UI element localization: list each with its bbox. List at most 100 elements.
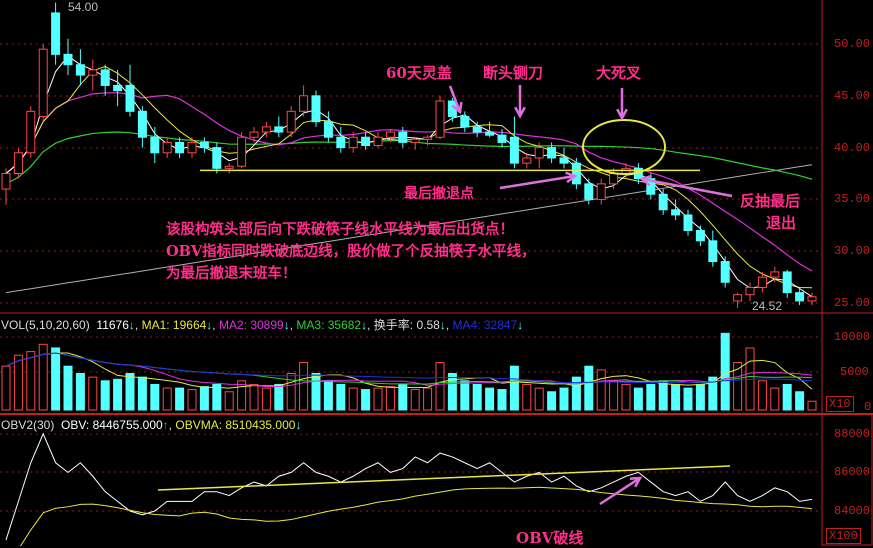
candle-down xyxy=(671,209,681,216)
ma20-line xyxy=(5,92,813,272)
volume-bar xyxy=(113,378,123,411)
volume-bar xyxy=(757,380,767,411)
volume-bar xyxy=(708,376,718,411)
obvma-value: OBVMA: 8510435.000 xyxy=(175,418,296,432)
sep: , xyxy=(367,318,371,332)
volume-bar xyxy=(88,376,98,411)
candle-up xyxy=(162,141,172,154)
volume-bar xyxy=(534,387,544,411)
candle-up xyxy=(733,294,743,302)
annotation-head-cover: 60天灵盖 xyxy=(386,64,452,82)
volume-bar xyxy=(373,387,383,411)
obv-tick: 84000 xyxy=(834,504,871,518)
candle-down xyxy=(274,126,284,133)
candle-down xyxy=(398,131,408,143)
volume-bar xyxy=(733,362,743,411)
candle-down xyxy=(137,110,147,138)
annotation-rebound-1: 反抽最后 xyxy=(740,192,801,210)
annotation-rebound-2: 退出 xyxy=(766,214,797,232)
volume-bar xyxy=(237,380,247,411)
volume-bar xyxy=(323,380,333,411)
candle-down xyxy=(460,116,470,128)
candle-down xyxy=(720,261,730,283)
volume-bar xyxy=(336,383,346,411)
candle-up xyxy=(596,183,606,200)
candle-up xyxy=(522,157,532,164)
candle-up xyxy=(534,147,544,159)
volume-bar xyxy=(509,365,519,411)
candle-up xyxy=(13,152,23,174)
annotation-paragraph-3: 为最后撤退末班车！ xyxy=(166,265,297,282)
obv-tick: 88000 xyxy=(834,427,871,441)
volume-header: VOL(5,10,20,60) 11676↓, MA1: 19664↓, MA2… xyxy=(1,316,523,333)
arrow-line xyxy=(641,177,733,198)
volume-bar xyxy=(596,369,606,411)
high-label: 54.00 xyxy=(68,0,99,14)
obv-value: OBV: 8446755.000 xyxy=(61,418,163,432)
candle-up xyxy=(187,141,197,154)
sep: , xyxy=(134,318,139,332)
vol-ma4: MA4: 32847 xyxy=(452,318,518,332)
annotation-paragraph-2: OBV指标同时跌破底边线，股价做了个反抽筷子水平线， xyxy=(166,243,536,260)
ma5-line xyxy=(5,55,813,298)
candle-up xyxy=(299,95,309,112)
candle-down xyxy=(311,95,321,123)
volume-bar xyxy=(547,391,557,411)
candle-up xyxy=(1,173,11,190)
candle-up xyxy=(807,296,817,302)
arrow-head-icon xyxy=(639,174,652,187)
annotation-guillotine: 断头铡刀 xyxy=(483,64,544,82)
volume-bar xyxy=(162,387,172,411)
volume-bar xyxy=(683,387,693,411)
candle-down xyxy=(547,147,557,159)
vol-ma1: MA1: 19664 xyxy=(141,318,207,332)
candle-down xyxy=(497,134,507,143)
candle-down xyxy=(361,136,371,147)
vol-ma1-line xyxy=(5,352,813,390)
volume-bar xyxy=(212,383,222,411)
candle-down xyxy=(212,147,222,169)
volume-bar xyxy=(398,383,408,411)
candle-down xyxy=(150,136,160,154)
volume-bar xyxy=(646,383,656,411)
volume-bar xyxy=(51,347,61,411)
volume-bar xyxy=(720,332,730,411)
candle-down xyxy=(175,141,185,154)
arrow-head-icon xyxy=(565,171,578,184)
volume-bar xyxy=(224,391,234,411)
candle-up xyxy=(423,136,433,140)
candle-down xyxy=(509,136,519,164)
obv-name: OBV2(30) xyxy=(1,418,55,432)
candle-down xyxy=(472,126,482,133)
volume-unit: X10 xyxy=(826,396,854,412)
price-tick: 45.00 xyxy=(834,89,871,103)
volume-bar xyxy=(311,373,321,411)
down-arrow-icon: ↓ xyxy=(361,318,368,332)
down-arrow-icon: ↓ xyxy=(283,318,290,332)
candle-up xyxy=(373,136,383,147)
volume-bar xyxy=(187,389,197,411)
down-arrow-icon: ↓ xyxy=(439,318,446,332)
volume-bar xyxy=(671,383,681,411)
volume-bar xyxy=(249,383,259,411)
volume-bar xyxy=(150,383,160,411)
volume-bar xyxy=(410,389,420,411)
volume-bar xyxy=(361,389,371,411)
obv-tick: 86000 xyxy=(834,465,871,479)
obv-unit: X100 xyxy=(826,528,861,544)
candle-down xyxy=(125,84,135,112)
candle-down xyxy=(75,64,85,76)
volume-bar xyxy=(75,373,85,411)
volume-bar xyxy=(621,383,631,411)
candle-down xyxy=(646,178,656,195)
candle-up xyxy=(745,286,755,296)
candle-up xyxy=(237,136,247,167)
volume-bar xyxy=(13,354,23,411)
obv-header: OBV2(30) OBV: 8446755.000↑, OBVMA: 85104… xyxy=(1,418,301,432)
price-tick: 25.00 xyxy=(834,296,871,310)
volume-bar xyxy=(485,387,495,411)
volume-bar xyxy=(571,376,581,411)
volume-bar xyxy=(472,383,482,411)
volume-bar xyxy=(286,373,296,411)
